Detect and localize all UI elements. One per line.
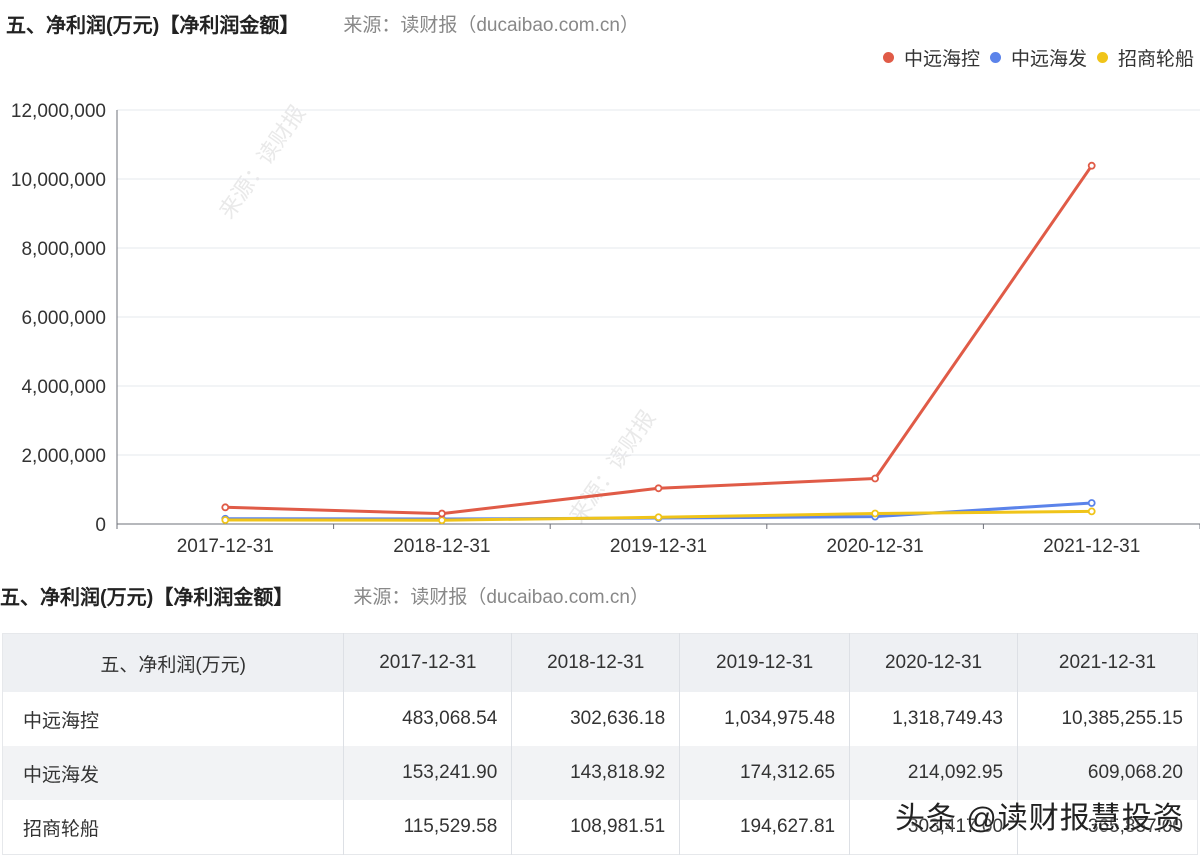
table-source: 来源：读财报（ducaibao.com.cn） — [353, 586, 649, 608]
table-row: 中远海发 153,241.90 143,818.92 174,312.65 21… — [2, 746, 1198, 800]
legend-item-cosco-development[interactable]: 中远海发 — [989, 44, 1087, 71]
x-tick-label: 2019-12-31 — [610, 536, 707, 557]
table-cell: 303,417.00 — [849, 800, 1019, 855]
data-point[interactable] — [871, 509, 879, 518]
data-point[interactable] — [871, 474, 879, 483]
column-header: 2021-12-31 — [1017, 633, 1198, 692]
legend-label: 招商轮船 — [1117, 49, 1194, 70]
data-point[interactable] — [437, 509, 446, 518]
x-tick-label: 2021-12-31 — [1043, 536, 1140, 557]
table-cell: 365,857.00 — [1087, 816, 1183, 837]
table-cell: 194,627.81 — [679, 800, 851, 855]
table-cell: 214,092.95 — [849, 746, 1019, 800]
y-axis: 0 2,000,000 4,000,000 6,000,000 8,000,000 10,… — [11, 101, 118, 536]
legend-item-china-merchants-energy[interactable]: 招商轮船 — [1096, 44, 1194, 71]
data-point[interactable] — [654, 484, 663, 493]
column-header: 2019-12-31 — [679, 633, 851, 692]
table-cell: 115,529.58 — [343, 800, 513, 855]
chart-gridlines — [117, 109, 1200, 456]
table-cell: 174,312.65 — [679, 746, 851, 800]
y-tick-label: 10,000,000 — [11, 170, 106, 191]
x-tick-label: 2018-12-31 — [393, 536, 490, 557]
column-header: 2017-12-31 — [343, 633, 513, 692]
legend-dot-icon — [1096, 52, 1108, 63]
y-tick-label: 0 — [95, 515, 106, 536]
table-header: 五、净利润(万元)【净利润金额】 来源：读财报（ducaibao.com.cn） — [0, 575, 649, 615]
legend-label: 中远海控 — [903, 49, 980, 70]
x-axis: 2017-12-31 2018-12-31 2019-12-31 2020-12-31… — [116, 523, 1200, 557]
data-point[interactable] — [221, 516, 230, 524]
table-cell: 483,068.54 — [343, 692, 513, 746]
y-tick-label: 2,000,000 — [21, 446, 106, 467]
row-label: 招商轮船 — [2, 800, 345, 855]
table-cell: 302,636.18 — [511, 692, 681, 746]
column-header: 2018-12-31 — [511, 633, 681, 692]
table-cell: 108,981.51 — [511, 800, 681, 855]
table-cell: 10,385,255.15 — [1061, 708, 1183, 729]
y-tick-label: 6,000,000 — [21, 308, 106, 329]
data-point[interactable] — [221, 503, 230, 512]
column-header: 2020-12-31 — [849, 633, 1019, 692]
table-cell: 1,034,975.48 — [679, 692, 851, 746]
net-profit-table: 五、净利润(万元) 2017-12-31 2018-12-31 2019-12-… — [2, 633, 1198, 855]
table-cell: 1,318,749.43 — [849, 692, 1019, 746]
chart-source: 来源：读财报（ducaibao.com.cn） — [343, 14, 639, 36]
line-chart: 0 2,000,000 4,000,000 6,000,000 8,000,000 10,… — [11, 101, 1200, 557]
y-tick-label: 4,000,000 — [21, 377, 106, 398]
data-point[interactable] — [437, 516, 446, 525]
y-tick-label: 8,000,000 — [21, 239, 106, 260]
data-point[interactable] — [1087, 507, 1096, 516]
table-cell: 153,241.90 — [343, 746, 513, 800]
table-cell: 609,068.20 — [1017, 746, 1198, 800]
column-header: 五、净利润(万元) — [2, 633, 345, 692]
x-tick-label: 2020-12-31 — [826, 536, 923, 557]
table-row: 中远海控 483,068.54 302,636.18 1,034,975.48 … — [2, 692, 1198, 746]
data-point[interactable] — [654, 513, 663, 522]
row-label: 中远海发 — [2, 746, 345, 800]
table-header-row: 五、净利润(万元) 2017-12-31 2018-12-31 2019-12-… — [2, 633, 1198, 692]
table-title: 五、净利润(万元)【净利润金额】 — [0, 586, 294, 609]
data-point[interactable] — [1087, 161, 1096, 170]
chart-header: 五、净利润(万元)【净利润金额】 来源：读财报（ducaibao.com.cn） — [0, 3, 639, 43]
x-tick-label: 2017-12-31 — [177, 536, 274, 557]
legend-dot-icon — [882, 52, 894, 63]
row-label: 中远海控 — [2, 692, 345, 746]
table-cell: 143,818.92 — [511, 746, 681, 800]
chart-series — [221, 161, 1096, 525]
legend-label: 中远海发 — [1010, 49, 1087, 70]
data-point[interactable] — [1087, 499, 1096, 507]
y-tick-label: 12,000,000 — [11, 101, 106, 122]
series-line — [225, 164, 1093, 516]
legend-item-cosco-holdings[interactable]: 中远海控 — [882, 44, 980, 71]
chart-title: 五、净利润(万元)【净利润金额】 — [6, 14, 300, 37]
chart-legend: 中远海控 中远海发 招商轮船 — [873, 44, 1194, 71]
table-row: 招商轮船 115,529.58 108,981.51 194,627.81 30… — [2, 800, 1198, 855]
legend-dot-icon — [989, 52, 1001, 63]
